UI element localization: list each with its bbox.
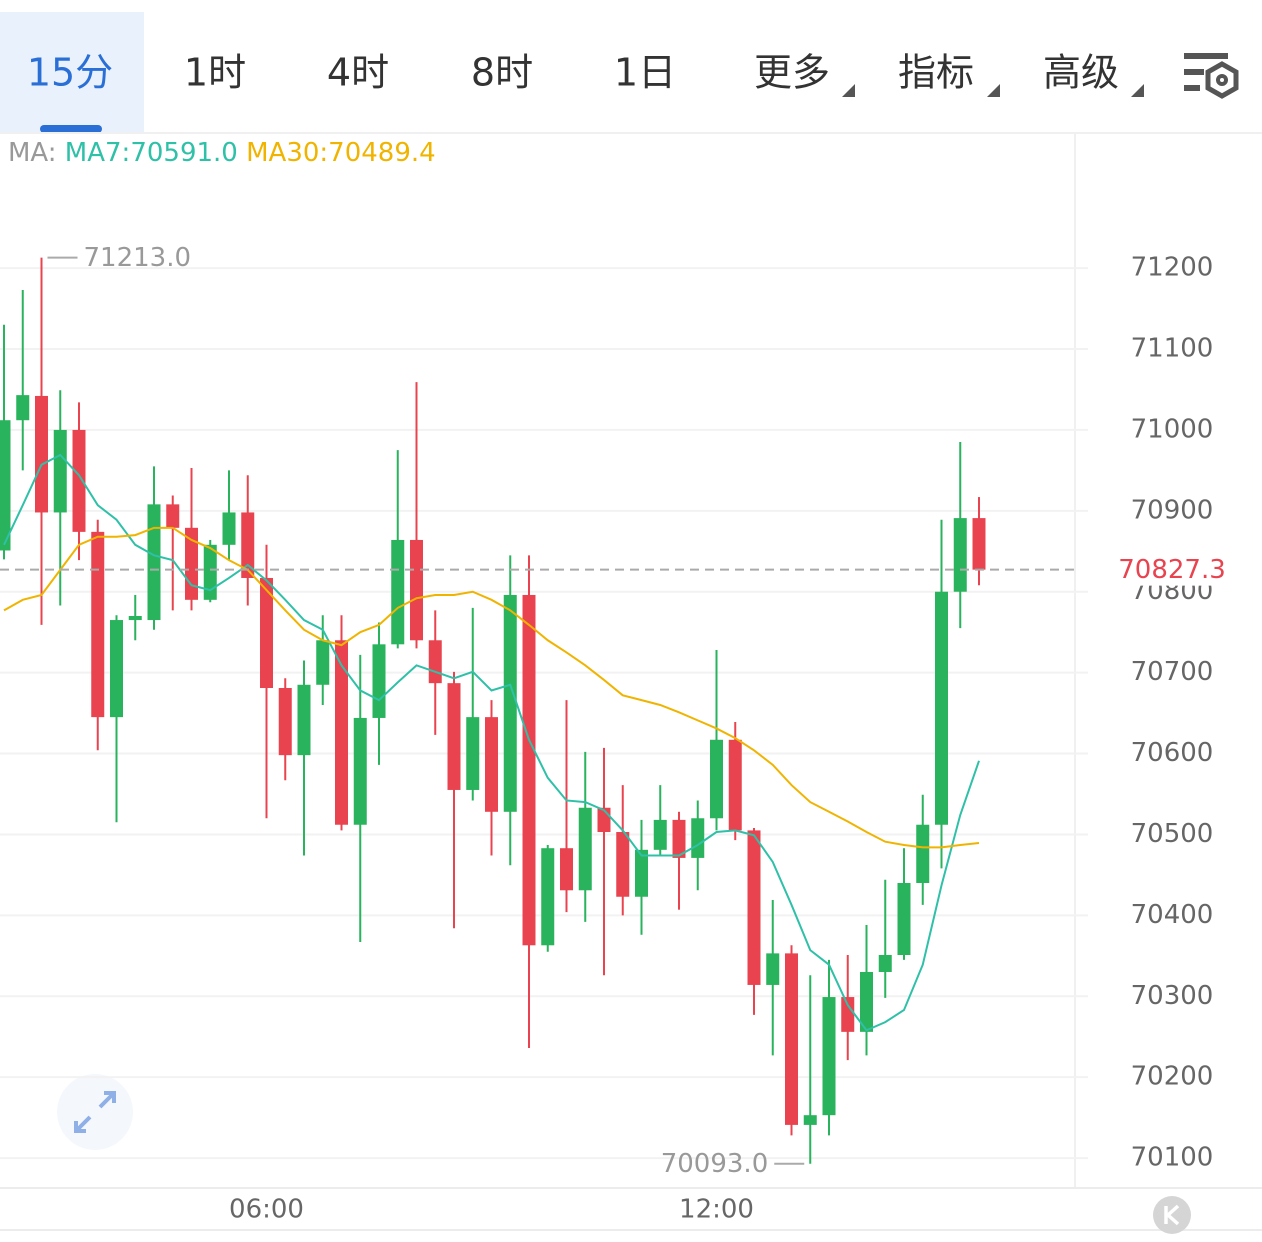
candle-body: [897, 882, 911, 955]
candle-body: [35, 395, 48, 513]
candle-body: [747, 830, 761, 985]
y-tick-label: 70600: [1131, 738, 1214, 768]
x-tick-label: 06:00: [229, 1195, 304, 1225]
candle-body: [560, 848, 573, 891]
expand-button[interactable]: [57, 1074, 133, 1150]
y-tick-label: 71100: [1131, 334, 1214, 364]
candle-body: [672, 819, 686, 858]
dropdown-caret: [987, 84, 1000, 97]
candle-body: [203, 544, 217, 600]
candle-body: [541, 848, 555, 946]
candle-body: [185, 527, 198, 600]
y-tick-label: 70700: [1131, 657, 1214, 687]
candle-body: [653, 819, 667, 850]
candle-body: [635, 849, 648, 897]
plot: 06:00 12:00 70100 70200 70300 70400 70500 70600…: [0, 243, 1242, 1225]
active-tab-bg: [0, 12, 144, 132]
tab[interactable]: 1时: [184, 51, 246, 95]
candle-body: [0, 420, 11, 551]
candle-body: [410, 539, 423, 641]
candle-body: [110, 620, 123, 718]
candle-body: [466, 717, 480, 790]
candle-body: [166, 504, 180, 528]
tab[interactable]: 15分: [27, 51, 113, 95]
candle-body: [785, 953, 798, 1125]
candle-body: [335, 640, 348, 825]
legend-entry: MA30:70489.4: [246, 138, 436, 168]
candle-body: [522, 594, 536, 946]
tab[interactable]: 1日: [614, 51, 676, 95]
candle-body: [428, 640, 442, 684]
tab[interactable]: 更多: [754, 51, 830, 95]
y-tick-label: 71000: [1131, 414, 1214, 444]
candle-body: [72, 429, 86, 532]
candle-body: [878, 954, 892, 972]
candle-body: [447, 683, 461, 790]
scroll-latest-button[interactable]: [1153, 1196, 1191, 1234]
tab[interactable]: 4时: [327, 51, 389, 95]
candle-body: [372, 644, 386, 718]
candle-body: [241, 512, 255, 578]
y-tick-label: 70200: [1131, 1062, 1214, 1092]
candle-body: [578, 807, 592, 891]
ma-line: [3, 526, 980, 849]
tab[interactable]: 8时: [471, 51, 533, 95]
y-tick-label: 70300: [1131, 981, 1214, 1011]
candle-body: [297, 684, 311, 756]
y-tick-label: 71200: [1131, 253, 1214, 283]
dropdown-caret: [1131, 84, 1144, 97]
candle-body: [691, 818, 705, 858]
candle-body: [916, 824, 930, 883]
settings-icon[interactable]: [1184, 53, 1239, 99]
y-tick-label: 70100: [1131, 1143, 1214, 1173]
tab[interactable]: 高级: [1043, 51, 1119, 95]
candle-body: [316, 640, 330, 685]
ma-line: [3, 453, 980, 1032]
candle-body: [935, 591, 948, 825]
x-tick-label: 12:00: [679, 1195, 754, 1225]
candle-body: [91, 531, 105, 718]
ma-label: MA:: [8, 138, 57, 168]
candle-body: [822, 997, 836, 1116]
candle-body: [391, 539, 405, 645]
candle-body: [841, 997, 855, 1032]
tab[interactable]: 指标: [898, 51, 974, 95]
candle-body: [485, 717, 498, 812]
annotation-label: 70093.0: [661, 1149, 769, 1179]
candle-body: [128, 616, 142, 621]
y-tick-label: 70900: [1131, 495, 1214, 525]
candle-body: [260, 577, 273, 689]
candle-body: [953, 518, 967, 592]
candle-body: [728, 739, 742, 831]
candle-body: [222, 512, 236, 545]
candle-body: [16, 395, 30, 421]
candle-body: [616, 832, 630, 897]
annotation-label: 71213.0: [84, 243, 192, 273]
candle-body: [972, 518, 986, 570]
active-tab-indicator: [40, 125, 102, 133]
y-tick-label: 70400: [1131, 900, 1214, 930]
ma-legend: MA: MA7:70591.0 MA30:70489.4: [8, 138, 436, 168]
candle-body: [53, 429, 67, 513]
last-price-tag: [1108, 551, 1242, 586]
candle-body: [147, 504, 161, 621]
y-tick-label: 70500: [1131, 819, 1214, 849]
legend-entry: MA7:70591.0: [65, 138, 238, 168]
candle-body: [803, 1115, 817, 1125]
candle-body: [503, 594, 517, 812]
dropdown-caret: [842, 84, 855, 97]
candle-body: [278, 688, 292, 756]
candle-body: [766, 953, 780, 985]
candle-body: [860, 971, 873, 1032]
candle-body: [353, 717, 367, 825]
last-price-label: 70827.3: [1118, 555, 1226, 585]
candle-body: [710, 739, 723, 819]
